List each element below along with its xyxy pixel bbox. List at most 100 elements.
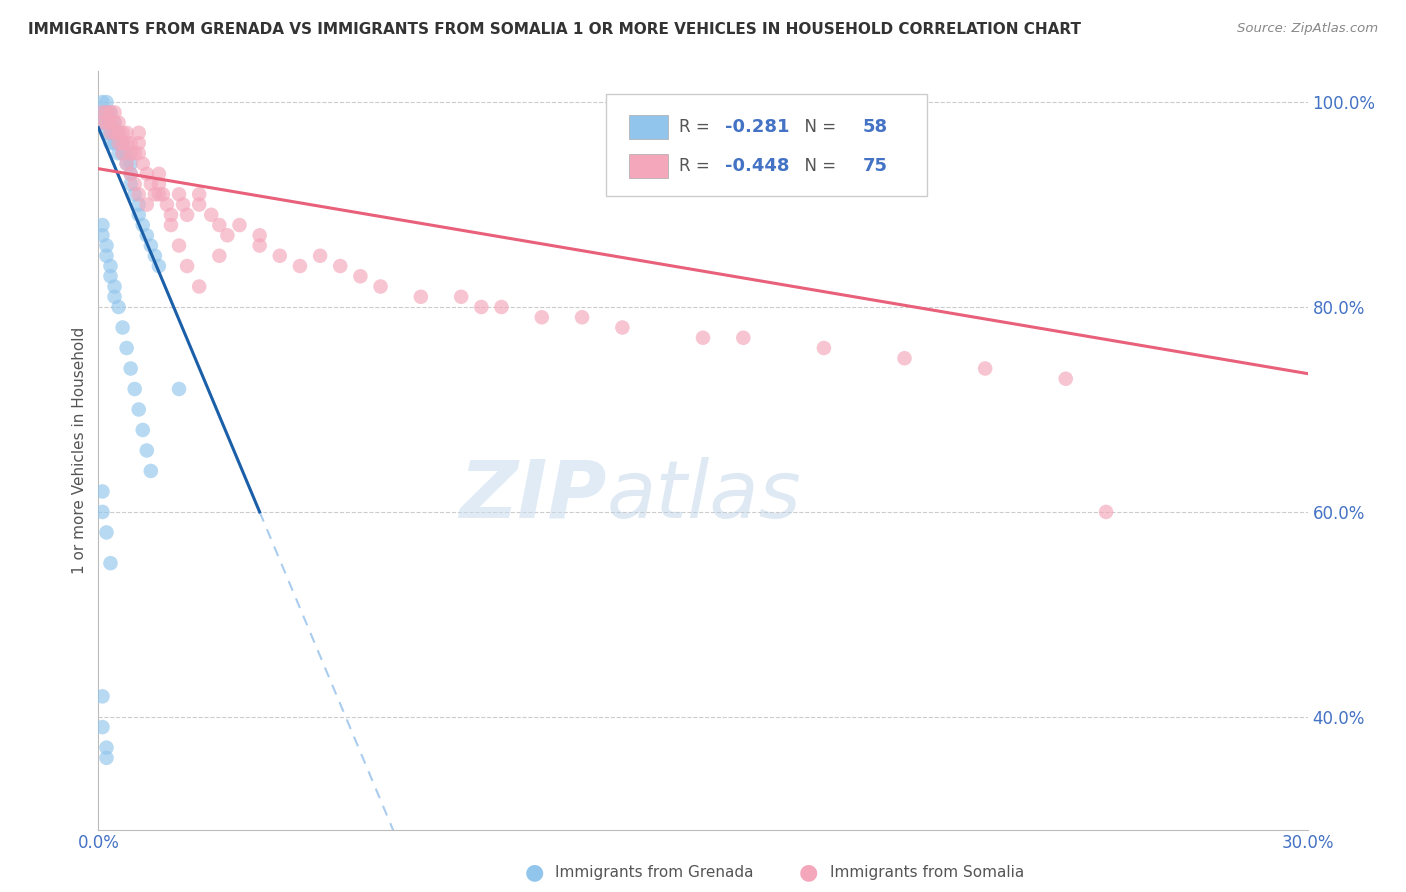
- Point: [96, 105, 118, 120]
- Point: [160, 218, 183, 232]
- Point: [135, 197, 157, 211]
- Point: [692, 331, 714, 345]
- Point: [156, 197, 179, 211]
- Point: [115, 146, 138, 161]
- Point: [167, 187, 190, 202]
- Point: [217, 228, 239, 243]
- Point: [120, 361, 142, 376]
- Point: [733, 331, 755, 345]
- Point: [111, 136, 134, 150]
- Text: R =: R =: [679, 118, 714, 136]
- Point: [167, 382, 190, 396]
- Point: [893, 351, 915, 366]
- Point: [128, 187, 150, 202]
- Point: [120, 146, 142, 161]
- Text: ●: ●: [799, 863, 818, 882]
- Point: [103, 126, 125, 140]
- Point: [1054, 372, 1077, 386]
- Point: [208, 218, 231, 232]
- Point: [148, 187, 170, 202]
- Point: [91, 95, 114, 109]
- Point: [115, 126, 138, 140]
- Text: atlas: atlas: [606, 457, 801, 535]
- Text: Immigrants from Grenada: Immigrants from Grenada: [555, 865, 754, 880]
- Point: [143, 187, 166, 202]
- Point: [96, 751, 118, 765]
- Text: Immigrants from Somalia: Immigrants from Somalia: [830, 865, 1024, 880]
- Point: [370, 279, 392, 293]
- Point: [103, 279, 125, 293]
- Point: [91, 484, 114, 499]
- Point: [120, 167, 142, 181]
- Point: [100, 105, 122, 120]
- Point: [172, 197, 194, 211]
- Point: [148, 177, 170, 191]
- Point: [91, 218, 114, 232]
- Point: [103, 115, 125, 129]
- Point: [100, 269, 122, 284]
- Point: [96, 115, 118, 129]
- Point: [111, 146, 134, 161]
- Text: 75: 75: [863, 157, 887, 175]
- Text: -0.448: -0.448: [724, 157, 789, 175]
- Point: [107, 126, 129, 140]
- Point: [96, 525, 118, 540]
- Point: [132, 156, 155, 170]
- Point: [228, 218, 250, 232]
- Point: [176, 208, 198, 222]
- Point: [139, 177, 162, 191]
- FancyBboxPatch shape: [630, 114, 668, 139]
- Point: [91, 115, 114, 129]
- Point: [100, 105, 122, 120]
- Point: [288, 259, 311, 273]
- Point: [91, 505, 114, 519]
- Point: [450, 290, 472, 304]
- Point: [111, 146, 134, 161]
- Point: [107, 146, 129, 161]
- Point: [91, 105, 114, 120]
- Point: [96, 105, 118, 120]
- Point: [91, 105, 114, 120]
- Text: ZIP: ZIP: [458, 457, 606, 535]
- Point: [91, 228, 114, 243]
- Point: [115, 341, 138, 355]
- Text: N =: N =: [793, 118, 841, 136]
- Point: [100, 556, 122, 570]
- Point: [120, 136, 142, 150]
- Point: [96, 249, 118, 263]
- Point: [148, 259, 170, 273]
- Point: [111, 126, 134, 140]
- Point: [103, 136, 125, 150]
- Point: [200, 208, 222, 222]
- Text: ●: ●: [524, 863, 544, 882]
- Point: [124, 382, 146, 396]
- Text: IMMIGRANTS FROM GRENADA VS IMMIGRANTS FROM SOMALIA 1 OR MORE VEHICLES IN HOUSEHO: IMMIGRANTS FROM GRENADA VS IMMIGRANTS FR…: [28, 22, 1081, 37]
- Point: [135, 228, 157, 243]
- Point: [107, 136, 129, 150]
- Point: [974, 361, 997, 376]
- Point: [124, 146, 146, 161]
- Text: 58: 58: [863, 118, 887, 136]
- Point: [135, 443, 157, 458]
- Point: [813, 341, 835, 355]
- Point: [96, 115, 118, 129]
- Point: [91, 115, 114, 129]
- Point: [160, 208, 183, 222]
- Point: [249, 228, 271, 243]
- Point: [152, 187, 174, 202]
- Point: [135, 167, 157, 181]
- Point: [612, 320, 634, 334]
- Point: [132, 218, 155, 232]
- Point: [143, 249, 166, 263]
- Point: [96, 238, 118, 252]
- Point: [100, 115, 122, 129]
- Text: R =: R =: [679, 157, 714, 175]
- Text: N =: N =: [793, 157, 841, 175]
- Point: [139, 238, 162, 252]
- Point: [139, 464, 162, 478]
- Point: [115, 156, 138, 170]
- Y-axis label: 1 or more Vehicles in Household: 1 or more Vehicles in Household: [72, 326, 87, 574]
- Point: [132, 423, 155, 437]
- Point: [128, 136, 150, 150]
- Point: [103, 105, 125, 120]
